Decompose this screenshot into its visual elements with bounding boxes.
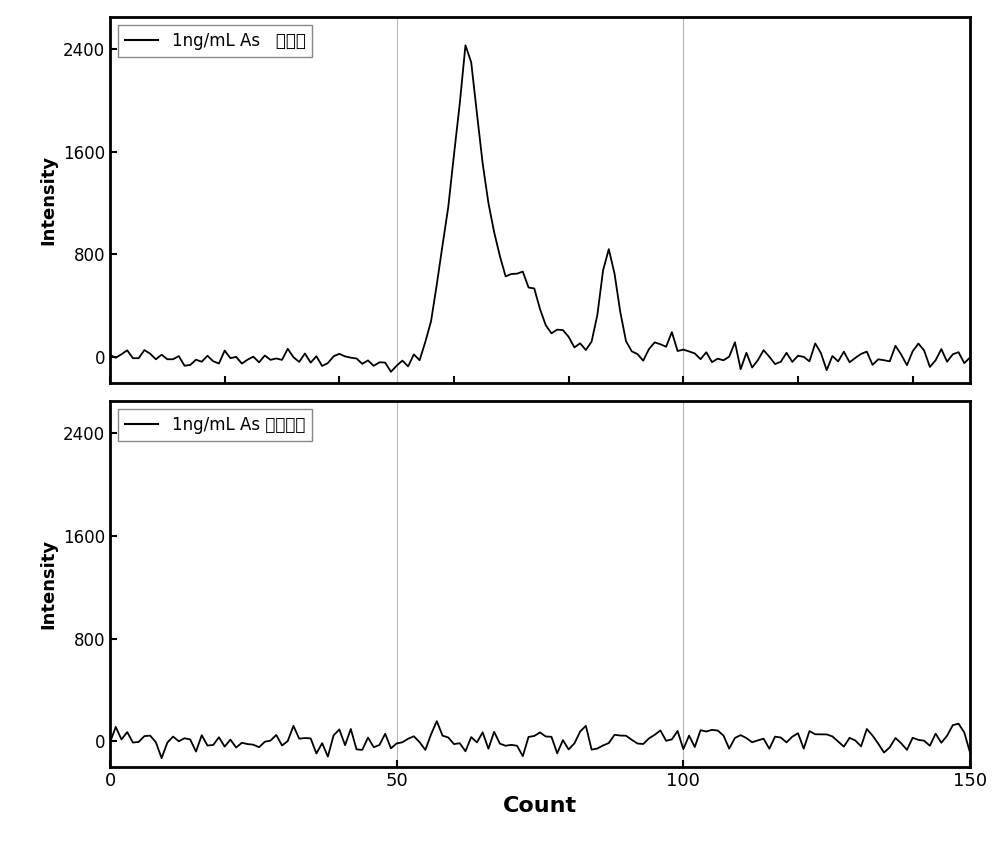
Legend: 1ng/mL As 现有技术: 1ng/mL As 现有技术: [118, 410, 312, 441]
X-axis label: Count: Count: [503, 796, 577, 815]
Legend: 1ng/mL As   本发明: 1ng/mL As 本发明: [118, 25, 312, 56]
Y-axis label: Intensity: Intensity: [39, 155, 57, 245]
Y-axis label: Intensity: Intensity: [39, 539, 57, 629]
